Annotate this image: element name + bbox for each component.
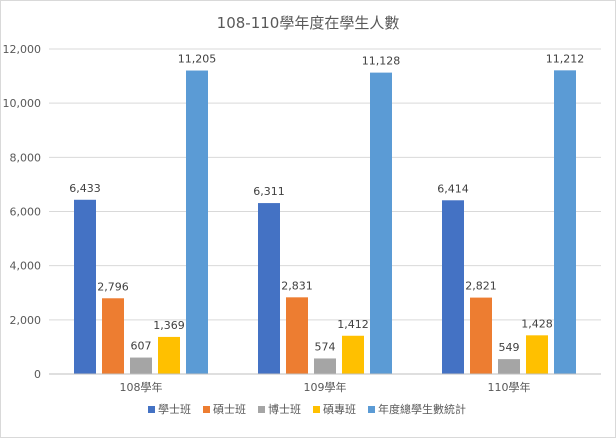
data-label: 11,128	[362, 55, 401, 68]
y-tick-label: 2,000	[10, 314, 42, 327]
data-label: 607	[131, 340, 152, 353]
bar	[286, 297, 308, 374]
data-label: 6,311	[253, 185, 285, 198]
legend-label: 碩專班	[323, 403, 356, 416]
data-label: 1,428	[521, 317, 553, 330]
data-label: 6,414	[437, 182, 469, 195]
gridlines	[49, 48, 601, 321]
y-tick-label: 6,000	[10, 206, 42, 219]
legend-swatch	[203, 406, 210, 413]
bar	[74, 199, 96, 374]
y-tick-label: 8,000	[10, 151, 42, 164]
legend: 學士班 碩士班 博士班 碩專班 年度總學生數統計	[148, 402, 466, 416]
data-label: 2,821	[465, 280, 497, 293]
bar	[470, 297, 492, 374]
data-labels: 6,4332,7966071,36911,2056,3112,8315741,4…	[69, 52, 584, 354]
data-label: 11,205	[178, 53, 217, 66]
bar	[158, 336, 180, 374]
data-label: 1,412	[337, 318, 369, 331]
bar	[102, 298, 124, 374]
x-axis: 108學年 109學年 110學年	[49, 373, 601, 394]
x-tick-label: 110學年	[488, 380, 531, 394]
bar	[554, 70, 576, 374]
x-tick-label: 109學年	[304, 380, 347, 394]
legend-label: 年度總學生數統計	[378, 402, 466, 416]
bar	[370, 72, 392, 374]
legend-label: 博士班	[268, 403, 301, 416]
bar	[314, 358, 336, 374]
y-axis: 0 2,000 4,000 6,000 8,000 10,000 12,000	[3, 43, 42, 381]
y-tick-label: 0	[34, 368, 41, 381]
bar	[526, 335, 548, 374]
data-label: 2,796	[97, 280, 129, 293]
data-label: 2,831	[281, 279, 313, 292]
data-label: 549	[499, 341, 520, 354]
data-label: 574	[315, 340, 336, 353]
legend-swatch	[313, 406, 320, 413]
y-tick-label: 4,000	[10, 260, 42, 273]
bar	[498, 359, 520, 374]
legend-label: 學士班	[158, 403, 191, 416]
bar	[342, 335, 364, 374]
chart-title: 108-110學年度在學生人數	[217, 14, 400, 32]
legend-swatch	[148, 406, 155, 413]
x-tick-label: 108學年	[120, 380, 163, 394]
legend-label: 碩士班	[213, 403, 246, 416]
bar	[130, 357, 152, 374]
y-tick-label: 12,000	[3, 43, 42, 56]
y-tick-label: 10,000	[3, 97, 42, 110]
legend-swatch	[368, 406, 375, 413]
bar	[258, 203, 280, 374]
legend-swatch	[258, 406, 265, 413]
data-label: 11,212	[546, 52, 585, 65]
bars	[74, 70, 576, 374]
data-label: 6,433	[69, 182, 101, 195]
bar	[186, 70, 208, 374]
data-label: 1,369	[153, 319, 185, 332]
bar	[442, 200, 464, 374]
